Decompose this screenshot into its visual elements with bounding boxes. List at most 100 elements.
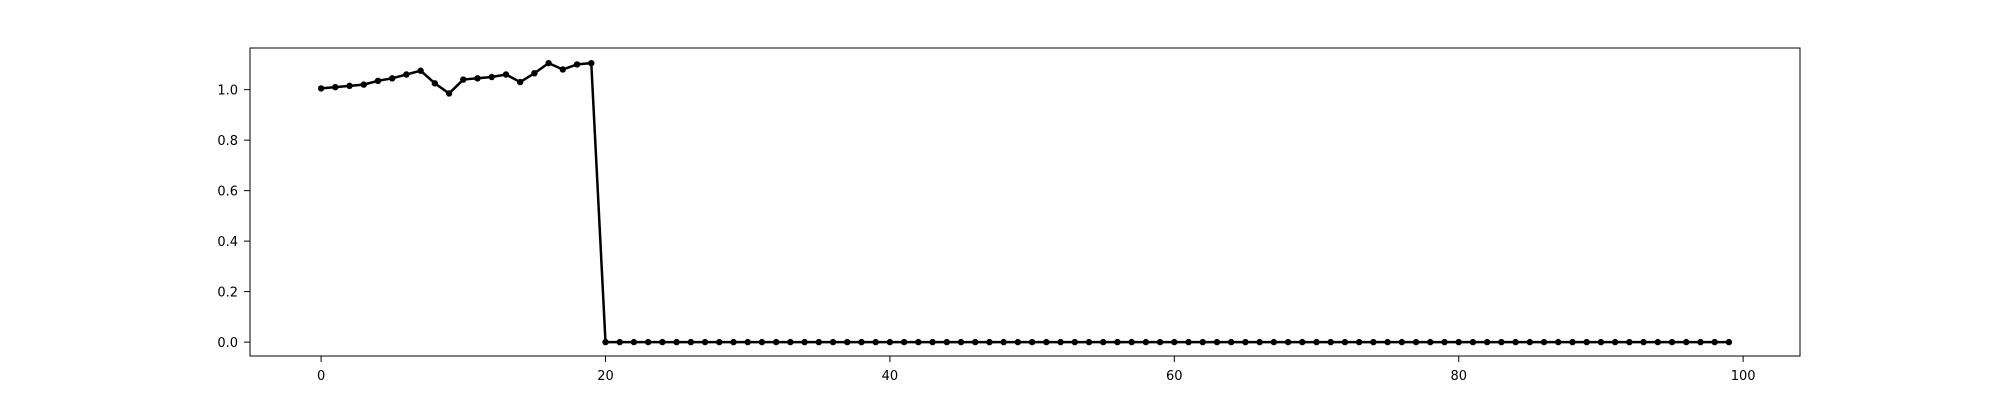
data-point bbox=[1057, 338, 1064, 346]
data-point bbox=[716, 338, 723, 346]
data-point bbox=[474, 75, 481, 82]
data-point bbox=[1626, 338, 1633, 346]
data-point bbox=[659, 338, 666, 346]
data-point bbox=[1355, 338, 1363, 346]
data-point bbox=[815, 338, 823, 346]
data-point bbox=[1441, 338, 1448, 346]
series-layer bbox=[317, 59, 1733, 346]
data-point bbox=[1498, 338, 1505, 346]
data-point bbox=[858, 338, 865, 346]
data-point bbox=[1242, 338, 1249, 346]
data-point bbox=[1270, 338, 1278, 346]
data-point bbox=[1114, 338, 1121, 346]
data-point bbox=[872, 338, 879, 346]
data-point bbox=[1299, 338, 1306, 346]
data-point bbox=[1412, 338, 1420, 346]
data-point bbox=[1043, 338, 1050, 346]
data-point bbox=[1213, 338, 1221, 346]
data-point bbox=[929, 338, 936, 346]
data-point bbox=[644, 338, 652, 346]
data-point bbox=[602, 338, 609, 346]
x-tick-label: 80 bbox=[1450, 369, 1467, 384]
data-point bbox=[1128, 338, 1135, 346]
data-point bbox=[1284, 338, 1292, 346]
data-point bbox=[630, 338, 638, 346]
data-point bbox=[445, 90, 453, 97]
data-point bbox=[389, 75, 396, 82]
data-point bbox=[1142, 338, 1150, 346]
data-point bbox=[1569, 338, 1576, 346]
plot-area-frame bbox=[249, 47, 1801, 357]
data-point bbox=[1171, 338, 1178, 346]
data-point bbox=[516, 78, 524, 86]
data-point bbox=[1526, 338, 1534, 346]
data-point bbox=[1000, 338, 1007, 346]
data-point bbox=[772, 338, 780, 346]
data-point bbox=[886, 338, 894, 346]
x-tick-label: 60 bbox=[1166, 369, 1183, 384]
data-point bbox=[1256, 338, 1263, 346]
data-point bbox=[502, 71, 510, 78]
data-point bbox=[1014, 338, 1022, 346]
data-point bbox=[1156, 338, 1164, 346]
data-point bbox=[1341, 338, 1349, 346]
data-point bbox=[1028, 338, 1036, 346]
data-point bbox=[488, 73, 495, 81]
data-point bbox=[1597, 338, 1605, 346]
data-point bbox=[1469, 338, 1477, 346]
data-point bbox=[1697, 338, 1704, 346]
data-point bbox=[1227, 338, 1235, 346]
data-point bbox=[744, 338, 751, 346]
data-point bbox=[1455, 338, 1462, 346]
data-point bbox=[1185, 338, 1192, 346]
data-point bbox=[545, 59, 552, 67]
data-point bbox=[1313, 338, 1320, 346]
data-point bbox=[801, 338, 808, 346]
data-point bbox=[460, 76, 467, 83]
series-line bbox=[319, 61, 1731, 344]
data-point bbox=[588, 59, 595, 67]
data-point bbox=[1384, 338, 1391, 346]
data-point bbox=[1725, 338, 1733, 346]
data-point bbox=[374, 77, 382, 85]
data-point bbox=[531, 70, 538, 77]
y-tick-label: 0.0 bbox=[217, 336, 238, 351]
x-tick-label: 100 bbox=[1731, 369, 1756, 384]
y-tick-label: 0.8 bbox=[217, 134, 238, 149]
data-point bbox=[317, 85, 325, 92]
data-point bbox=[730, 338, 737, 346]
data-point bbox=[1668, 338, 1676, 346]
x-tick-label: 0 bbox=[317, 369, 325, 384]
data-point bbox=[701, 338, 709, 346]
data-point bbox=[1398, 338, 1406, 346]
y-tick-label: 0.4 bbox=[217, 235, 238, 250]
data-point bbox=[1654, 338, 1662, 346]
data-point bbox=[1555, 338, 1562, 346]
data-point bbox=[573, 61, 581, 68]
data-point bbox=[673, 338, 680, 346]
data-point bbox=[972, 338, 979, 346]
data-point bbox=[1427, 338, 1434, 346]
data-point bbox=[1370, 338, 1377, 346]
data-point bbox=[616, 338, 623, 346]
data-point bbox=[787, 338, 794, 346]
data-point bbox=[986, 338, 993, 346]
data-point bbox=[957, 338, 965, 346]
data-point bbox=[829, 338, 837, 346]
data-point bbox=[1683, 338, 1690, 346]
data-point bbox=[360, 81, 367, 88]
data-point bbox=[1583, 338, 1590, 346]
data-point bbox=[915, 338, 922, 346]
data-point bbox=[1711, 338, 1718, 346]
x-axis-ticks: 0 20 40 60 80 100 bbox=[317, 356, 1756, 384]
data-point bbox=[687, 338, 695, 346]
data-point bbox=[1640, 338, 1647, 346]
y-tick-label: 0.6 bbox=[217, 185, 238, 200]
data-point bbox=[1071, 338, 1078, 346]
data-point bbox=[1085, 338, 1093, 346]
data-point bbox=[346, 82, 353, 90]
y-tick-label: 0.2 bbox=[217, 286, 238, 301]
data-point bbox=[1611, 338, 1619, 346]
